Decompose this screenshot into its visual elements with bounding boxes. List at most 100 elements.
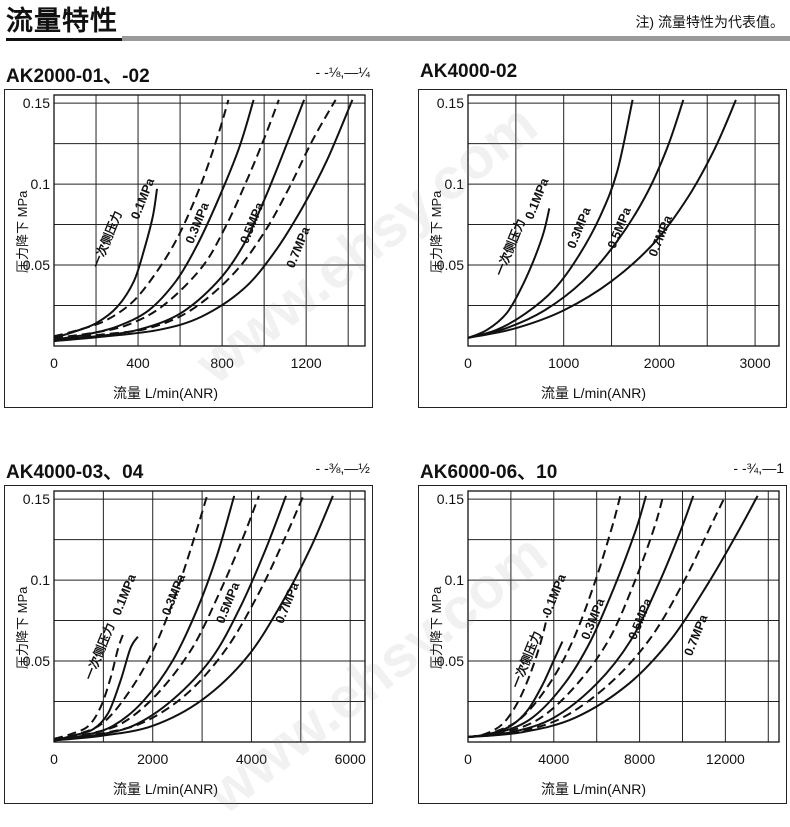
chart-title: AK6000-06、10 (420, 462, 558, 483)
y-tick-label: 0.1 (445, 572, 465, 588)
y-axis-title: 压力降下 MPa (15, 190, 30, 273)
series-line (467, 495, 647, 739)
series-label: 0.5MPa (605, 204, 635, 250)
series-label: 0.7MPa (646, 212, 676, 258)
x-axis-title: 流量 L/min(ANR) (113, 385, 219, 401)
y-tick-label: 0.15 (23, 95, 50, 111)
x-tick-label: 4000 (538, 751, 569, 767)
y-axis-title: 压力降下 MPa (15, 586, 30, 669)
plot-area-border (53, 490, 366, 743)
chart-panel-ak2000: AK2000-01、-02 - -⅛,—¼ 0 400 800 1200 0.05 0.1… (4, 64, 384, 415)
x-tick-label: 4000 (236, 751, 267, 767)
plot-area-border (53, 94, 366, 347)
x-axis-title: 流量 L/min(ANR) (113, 781, 219, 797)
y-tick-label: 0.15 (437, 491, 464, 507)
series-line (467, 495, 665, 739)
chart-frame (4, 485, 373, 804)
series-line (53, 495, 305, 740)
plot-area-border (467, 490, 780, 743)
series-line (53, 99, 255, 341)
series-label: 0.1MPa (540, 571, 570, 617)
x-tick-label: 8000 (624, 751, 655, 767)
series-line (53, 99, 230, 338)
series-line (467, 495, 622, 739)
y-tick-label: 0.1 (445, 176, 465, 192)
series-label: 一次侧压力 (492, 217, 528, 278)
x-axis-title: 流量 L/min(ANR) (541, 385, 647, 401)
chart-svg: 0 1000 2000 30000.050.10.15一次侧压力0.1MPa0.3MP… (437, 94, 780, 371)
x-tick-label: 2000 (644, 355, 675, 371)
y-axis-title: 压力降下 MPa (429, 586, 444, 669)
chart-svg: 0 4000 8000 120000.050.10.15一次侧压力0.1MPa0.3M… (437, 490, 780, 767)
x-tick-label: 1200 (291, 355, 322, 371)
series-line (53, 495, 260, 740)
x-tick-label: 0 (464, 751, 472, 767)
series-line (53, 495, 208, 740)
chart-panel-ak4000-02: AK4000-02 0 1000 2000 3000 0.05 0.1 0.15 一次侧压力 0… (418, 61, 790, 415)
y-tick-label: 0.1 (31, 176, 51, 192)
x-tick-label: 800 (210, 355, 234, 371)
chart-title: AK4000-02 (420, 61, 518, 82)
series-line (53, 631, 126, 740)
series-label: 一次侧压力 (81, 621, 117, 682)
series-label: 一次侧压力 (88, 208, 124, 269)
y-tick-label: 0.05 (437, 257, 464, 273)
page-header: 流量特性 注) 流量特性为代表值。 (0, 0, 790, 46)
y-tick-label: 0.15 (437, 95, 464, 111)
port-legend: - -⅜,—½ (315, 460, 370, 476)
x-tick-label: 12000 (706, 751, 745, 767)
chart-title: AK2000-01、-02 (6, 66, 150, 87)
series-label: 0.5MPa (237, 199, 267, 245)
series-line (467, 495, 695, 739)
y-tick-label: 0.05 (437, 653, 464, 669)
series-line (467, 208, 551, 339)
x-axis-title: 流量 L/min(ANR) (541, 781, 647, 797)
series-label: 0.3MPa (159, 571, 189, 617)
series-line (53, 99, 280, 339)
series-line (53, 99, 306, 341)
port-legend: - -⅛,—¼ (315, 64, 370, 80)
y-tick-label: 0.05 (23, 257, 50, 273)
series-line (467, 99, 634, 339)
series-line (467, 495, 727, 739)
series-line (467, 495, 759, 739)
plot-area-border (467, 94, 780, 347)
series-label: 0.1MPa (110, 571, 140, 617)
chart-panel-ak6000: AK6000-06、10 - -¾,—1 0 4000 8000 12000 0.05 0… (418, 460, 790, 811)
x-tick-label: 6000 (335, 751, 366, 767)
series-line (467, 99, 737, 339)
y-tick-label: 0.05 (23, 653, 50, 669)
section-title: 流量特性 (6, 4, 122, 41)
series-label: 0.3MPa (565, 204, 595, 250)
x-tick-label: 2000 (137, 751, 168, 767)
port-legend: - -¾,—1 (733, 460, 784, 476)
chart-title: AK4000-03、04 (6, 462, 144, 483)
series-line (53, 188, 158, 339)
x-tick-label: 0 (50, 355, 58, 371)
y-axis-title: 压力降下 MPa (429, 190, 444, 273)
chart-frame (418, 89, 787, 408)
chart-svg: 0 2000 4000 6000 0.05 0.1 0.15 一次侧压力 0.1MPa 0.3MP… (23, 490, 366, 767)
series-line (467, 99, 685, 339)
series-label: 0.5MPa (626, 595, 656, 641)
series-line (53, 99, 354, 343)
y-tick-label: 0.15 (23, 491, 50, 507)
x-tick-label: 1000 (548, 355, 579, 371)
series-line (53, 495, 236, 742)
series-label: 一次侧压力 (508, 629, 544, 690)
series-line (53, 99, 337, 339)
x-tick-label: 3000 (739, 355, 770, 371)
series-label: 0.5MPa (213, 579, 243, 625)
series-line (53, 495, 334, 742)
chart-frame (4, 89, 373, 408)
x-tick-label: 0 (50, 751, 58, 767)
series-label: 0.7MPa (273, 579, 303, 625)
y-tick-label: 0.1 (31, 572, 51, 588)
x-tick-label: 400 (126, 355, 150, 371)
chart-frame (418, 485, 787, 804)
header-note: 注) 流量特性为代表值。 (635, 14, 784, 30)
header-rule (122, 36, 790, 41)
x-tick-label: 0 (464, 355, 472, 371)
chart-panel-ak4000-03: AK4000-03、04 - -⅜,—½ 0 2000 4000 6000 0.05 0.… (4, 460, 384, 811)
